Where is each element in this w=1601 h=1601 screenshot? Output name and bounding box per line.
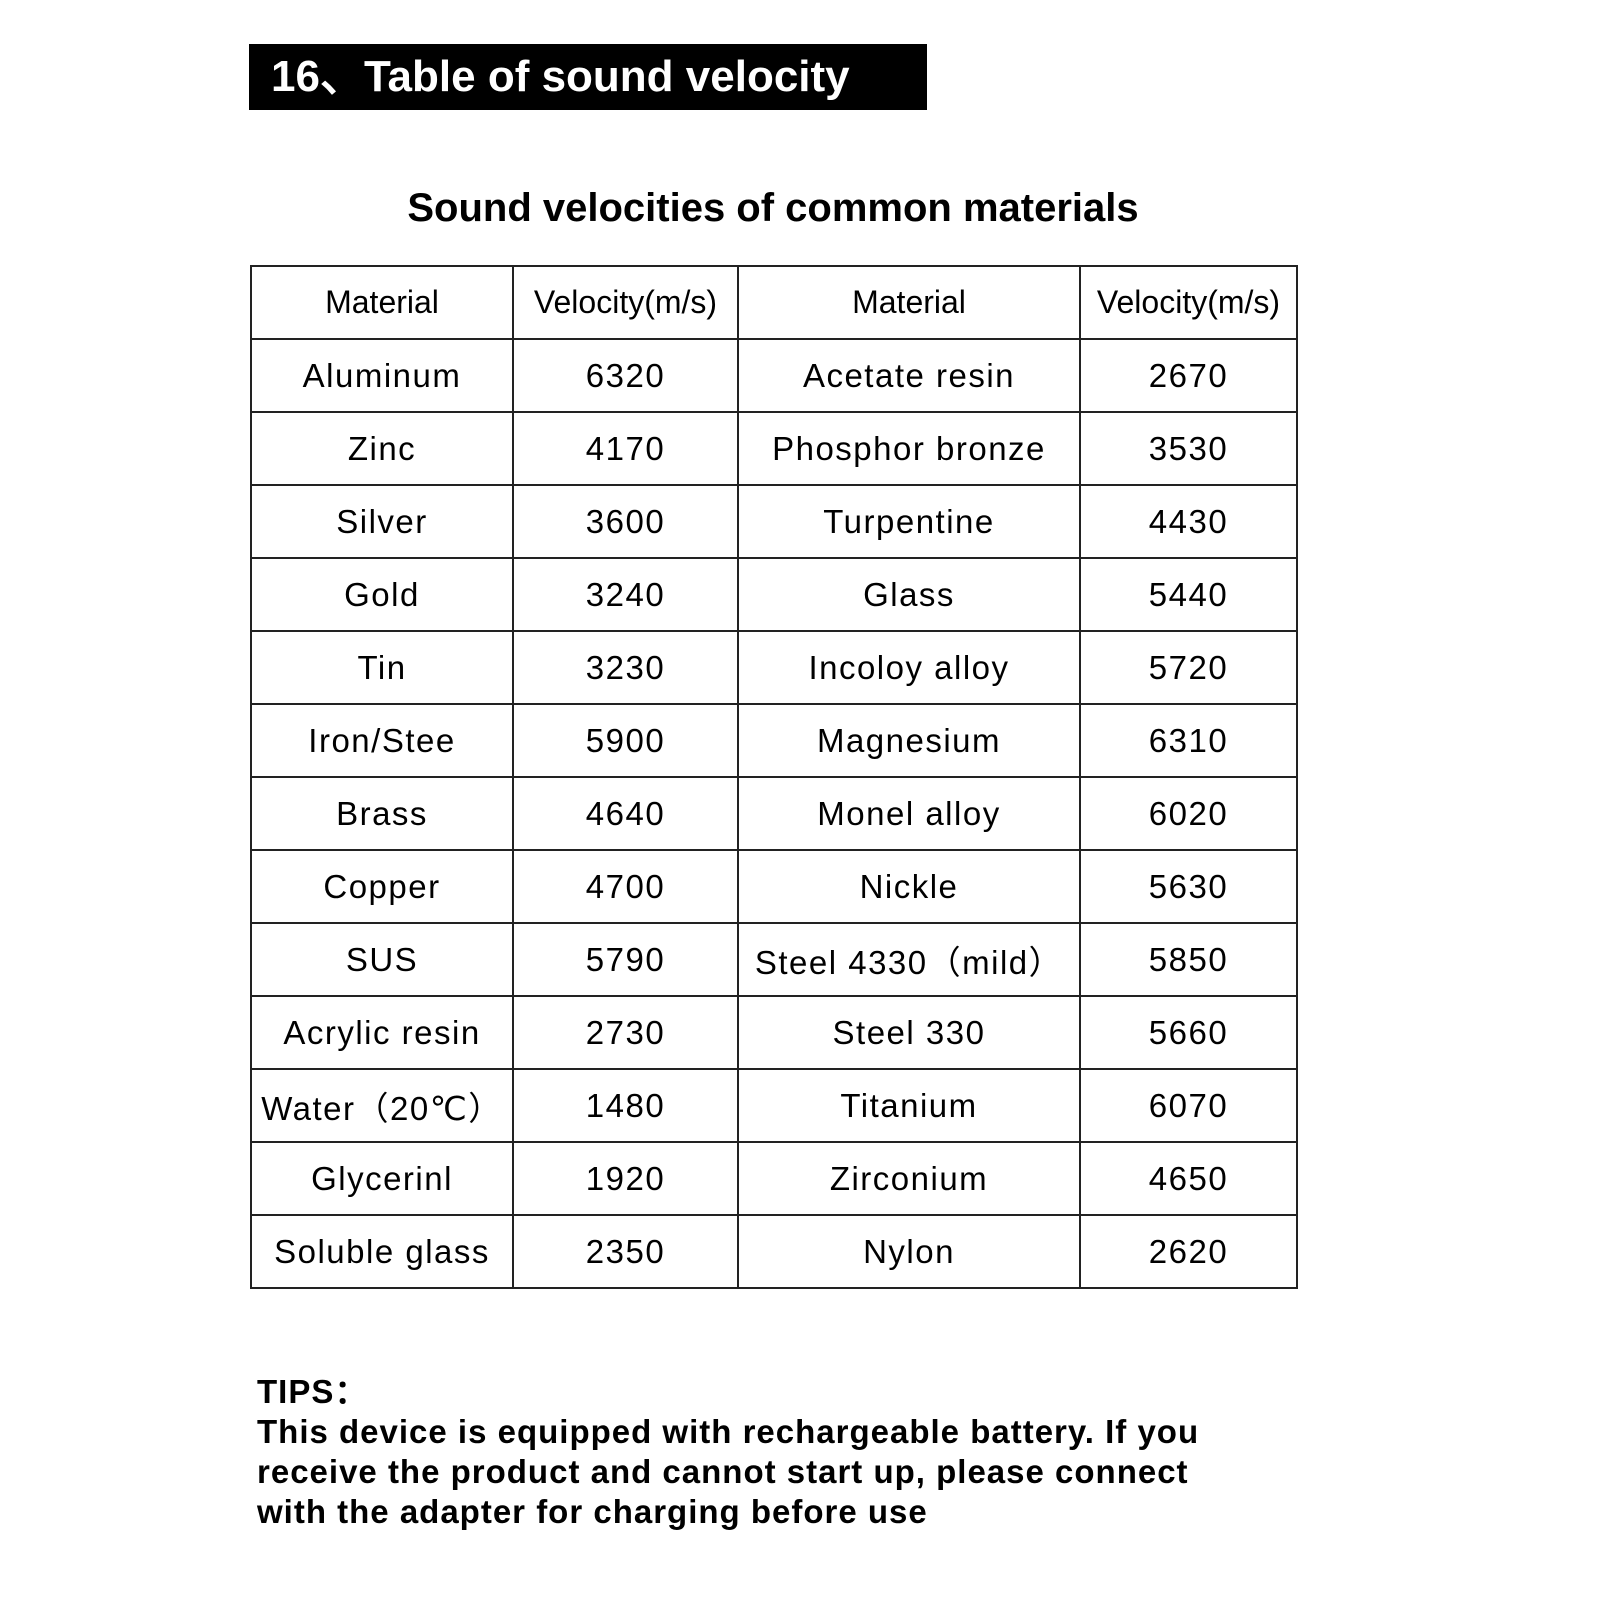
material-cell: Acrylic resin (250, 995, 514, 1070)
table-row: Gold 3240 Glass 5440 (250, 557, 1298, 632)
tips-label: TIPS： (257, 1373, 369, 1410)
material-cell: Brass (250, 776, 514, 851)
velocity-cell: 3230 (512, 630, 739, 705)
velocity-cell: 5720 (1079, 630, 1298, 705)
material-cell: Gold (250, 557, 514, 632)
material-cell: Nylon (737, 1214, 1081, 1289)
material-cell: Zinc (250, 411, 514, 486)
velocity-cell: 4640 (512, 776, 739, 851)
velocity-cell: 6020 (1079, 776, 1298, 851)
material-cell: Glass (737, 557, 1081, 632)
material-cell: Steel 330 (737, 995, 1081, 1070)
material-cell: Incoloy alloy (737, 630, 1081, 705)
material-cell: Titanium (737, 1068, 1081, 1143)
velocity-cell: 5630 (1079, 849, 1298, 924)
column-header: Material (250, 265, 514, 340)
velocity-cell: 1480 (512, 1068, 739, 1143)
material-cell: Zirconium (737, 1141, 1081, 1216)
tips: TIPS： This device is equipped with recha… (257, 1372, 1199, 1532)
table-row: Soluble glass 2350 Nylon 2620 (250, 1214, 1298, 1289)
material-cell: Glycerinl (250, 1141, 514, 1216)
velocity-cell: 2620 (1079, 1214, 1298, 1289)
velocity-cell: 3600 (512, 484, 739, 559)
velocity-cell: 6310 (1079, 703, 1298, 778)
velocity-cell: 2350 (512, 1214, 739, 1289)
column-header: Velocity(m/s) (512, 265, 739, 340)
table-row: Iron/Stee 5900 Magnesium 6310 (250, 703, 1298, 778)
table-body: Aluminum 6320 Acetate resin 2670 Zinc 4170 Pho… (250, 338, 1298, 1289)
velocity-cell: 2670 (1079, 338, 1298, 413)
material-cell: Water（20℃） (250, 1068, 514, 1143)
material-cell: Acetate resin (737, 338, 1081, 413)
velocity-cell: 5440 (1079, 557, 1298, 632)
tips-line: with the adapter for charging before use (257, 1493, 928, 1530)
column-header: Velocity(m/s) (1079, 265, 1298, 340)
table-row: Glycerinl 1920 Zirconium 4650 (250, 1141, 1298, 1216)
velocity-table: Material Velocity(m/s) Material Velocity(m/… (250, 265, 1298, 1289)
velocity-cell: 4700 (512, 849, 739, 924)
velocity-cell: 5660 (1079, 995, 1298, 1070)
table-row: Aluminum 6320 Acetate resin 2670 (250, 338, 1298, 413)
table-row: SUS 5790 Steel 4330（mild） 5850 (250, 922, 1298, 997)
material-cell: SUS (250, 922, 514, 997)
table-row: Water（20℃） 1480 Titanium 6070 (250, 1068, 1298, 1143)
material-cell: Silver (250, 484, 514, 559)
material-cell: Nickle (737, 849, 1081, 924)
material-cell: Steel 4330（mild） (737, 922, 1081, 997)
material-cell: Soluble glass (250, 1214, 514, 1289)
material-cell: Aluminum (250, 338, 514, 413)
velocity-cell: 4170 (512, 411, 739, 486)
table-row: Tin 3230 Incoloy alloy 5720 (250, 630, 1298, 705)
material-cell: Turpentine (737, 484, 1081, 559)
material-cell: Magnesium (737, 703, 1081, 778)
tips-line: receive the product and cannot start up,… (257, 1453, 1189, 1490)
velocity-cell: 2730 (512, 995, 739, 1070)
velocity-cell: 6070 (1079, 1068, 1298, 1143)
material-cell: Tin (250, 630, 514, 705)
material-cell: Iron/Stee (250, 703, 514, 778)
velocity-cell: 3240 (512, 557, 739, 632)
velocity-cell: 5850 (1079, 922, 1298, 997)
table-row: Copper 4700 Nickle 5630 (250, 849, 1298, 924)
column-header: Material (737, 265, 1081, 340)
tips-line: This device is equipped with rechargeabl… (257, 1413, 1200, 1450)
section-title: 16、Table of sound velocity (249, 44, 927, 110)
velocity-cell: 1920 (512, 1141, 739, 1216)
table-row: Zinc 4170 Phosphor bronze 3530 (250, 411, 1298, 486)
table-title: Sound velocities of common materials (407, 186, 1139, 230)
material-cell: Phosphor bronze (737, 411, 1081, 486)
velocity-cell: 6320 (512, 338, 739, 413)
velocity-cell: 5900 (512, 703, 739, 778)
table-row: Acrylic resin 2730 Steel 330 5660 (250, 995, 1298, 1070)
velocity-cell: 3530 (1079, 411, 1298, 486)
velocity-cell: 5790 (512, 922, 739, 997)
tips-text: This device is equipped with rechargeabl… (257, 1412, 1199, 1532)
header-row: Material Velocity(m/s) Material Velocity(m/… (250, 265, 1298, 340)
velocity-cell: 4650 (1079, 1141, 1298, 1216)
material-cell: Copper (250, 849, 514, 924)
table-row: Brass 4640 Monel alloy 6020 (250, 776, 1298, 851)
material-cell: Monel alloy (737, 776, 1081, 851)
velocity-cell: 4430 (1079, 484, 1298, 559)
table-row: Silver 3600 Turpentine 4430 (250, 484, 1298, 559)
